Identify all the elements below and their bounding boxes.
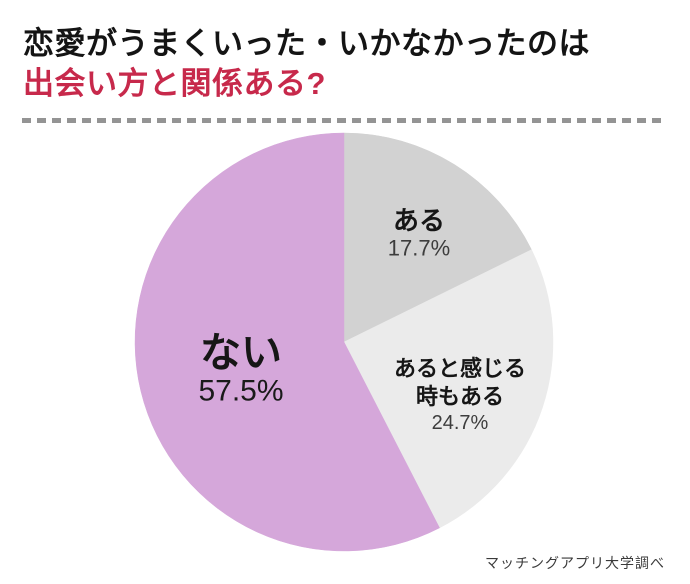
pie-slice-0 [343, 132, 532, 343]
title-line-1: 恋愛がうまくいった・いかなかったのは [23, 26, 590, 61]
page-title: 恋愛がうまくいった・いかなかったのは 出会い方と関係ある? [23, 24, 590, 104]
source-credit: マッチングアプリ大学調べ [485, 555, 665, 571]
pie-slice-1 [343, 249, 554, 529]
dashed-divider [22, 118, 666, 123]
pie-slice-2 [134, 132, 440, 552]
title-line-2: 出会い方と関係ある? [23, 66, 326, 101]
